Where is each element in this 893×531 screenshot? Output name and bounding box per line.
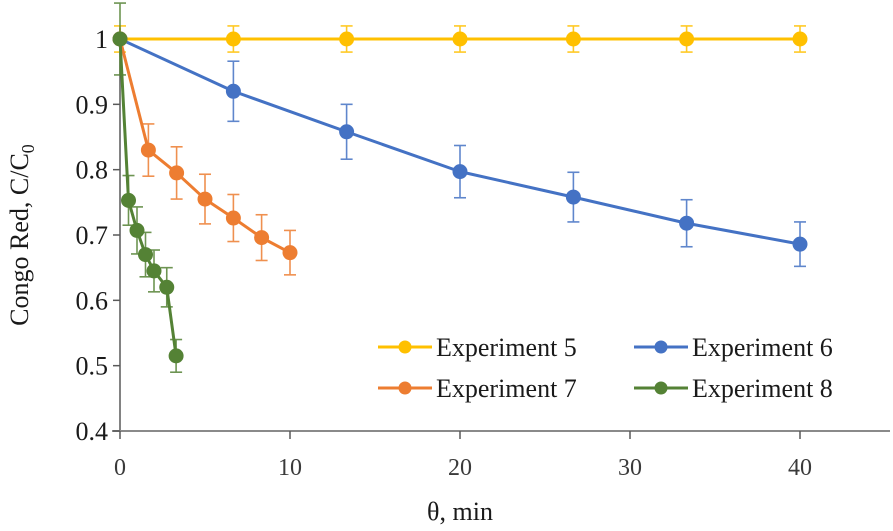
- x-tick-label: 40: [788, 455, 812, 481]
- axes: 0.40.50.60.70.80.910 10 20 30 40: [76, 25, 890, 481]
- data-point: [679, 215, 695, 231]
- data-point: [225, 31, 241, 47]
- legend-item-experiment-5: Experiment 5: [378, 333, 577, 362]
- y-tick-label: 0.5: [76, 352, 109, 381]
- x-axis-title: θ, min: [427, 497, 493, 526]
- x-tick-label: 0: [114, 455, 126, 481]
- x-tick-label: 20: [448, 455, 472, 481]
- series-experiment-5: [112, 25, 808, 53]
- data-point: [339, 124, 355, 140]
- y-tick-label: 0.9: [76, 90, 109, 119]
- x-tick-label: 10: [278, 455, 302, 481]
- data-point: [138, 247, 153, 263]
- plot-area: [112, 2, 808, 374]
- data-point: [254, 230, 270, 246]
- y-tick-label: 0.6: [76, 286, 109, 315]
- data-point: [565, 31, 581, 47]
- x-tick-label: 30: [618, 455, 642, 481]
- data-point: [112, 31, 128, 47]
- y-axis-title-text: Congo Red, C/C: [5, 153, 34, 326]
- data-point: [339, 31, 355, 47]
- legend-label: Experiment 7: [436, 374, 577, 403]
- legend-item-experiment-8: Experiment 8: [634, 374, 833, 403]
- data-point: [140, 142, 156, 158]
- svg-text:Congo Red, C/C0: Congo Red, C/C0: [5, 144, 38, 326]
- y-tick-label: 0.4: [76, 417, 109, 446]
- data-point: [792, 31, 808, 47]
- data-point: [168, 348, 184, 364]
- data-point: [169, 165, 185, 181]
- legend: Experiment 5 Experiment 6 Experiment 7 Expe…: [378, 333, 833, 403]
- data-point: [146, 263, 162, 279]
- series-line: [119, 37, 801, 246]
- data-point: [565, 189, 581, 205]
- legend-item-experiment-6: Experiment 6: [634, 333, 833, 362]
- data-point: [225, 210, 241, 226]
- data-point: [792, 236, 808, 252]
- data-point: [679, 31, 695, 47]
- legend-marker: [398, 340, 412, 354]
- y-axis-title-subscript: 0: [18, 144, 38, 153]
- data-point: [121, 192, 136, 208]
- data-point: [452, 164, 468, 180]
- legend-item-experiment-7: Experiment 7: [378, 374, 577, 403]
- legend-label: Experiment 6: [692, 333, 833, 362]
- legend-marker: [654, 381, 668, 395]
- data-point: [452, 31, 468, 47]
- legend-marker: [398, 381, 412, 395]
- series-experiment-8: [112, 2, 184, 374]
- data-point: [282, 245, 298, 261]
- y-tick-label: 1: [95, 25, 108, 54]
- y-axis-title: Congo Red, C/C0: [5, 144, 38, 326]
- data-point: [225, 83, 241, 99]
- y-tick-label: 0.8: [76, 156, 109, 185]
- y-tick-label: 0.7: [76, 221, 109, 250]
- legend-label: Experiment 5: [436, 333, 577, 362]
- data-point: [197, 191, 213, 207]
- data-point: [159, 279, 175, 295]
- legend-label: Experiment 8: [692, 374, 833, 403]
- legend-marker: [654, 340, 668, 354]
- data-point: [129, 222, 145, 238]
- series-experiment-6: [112, 31, 808, 268]
